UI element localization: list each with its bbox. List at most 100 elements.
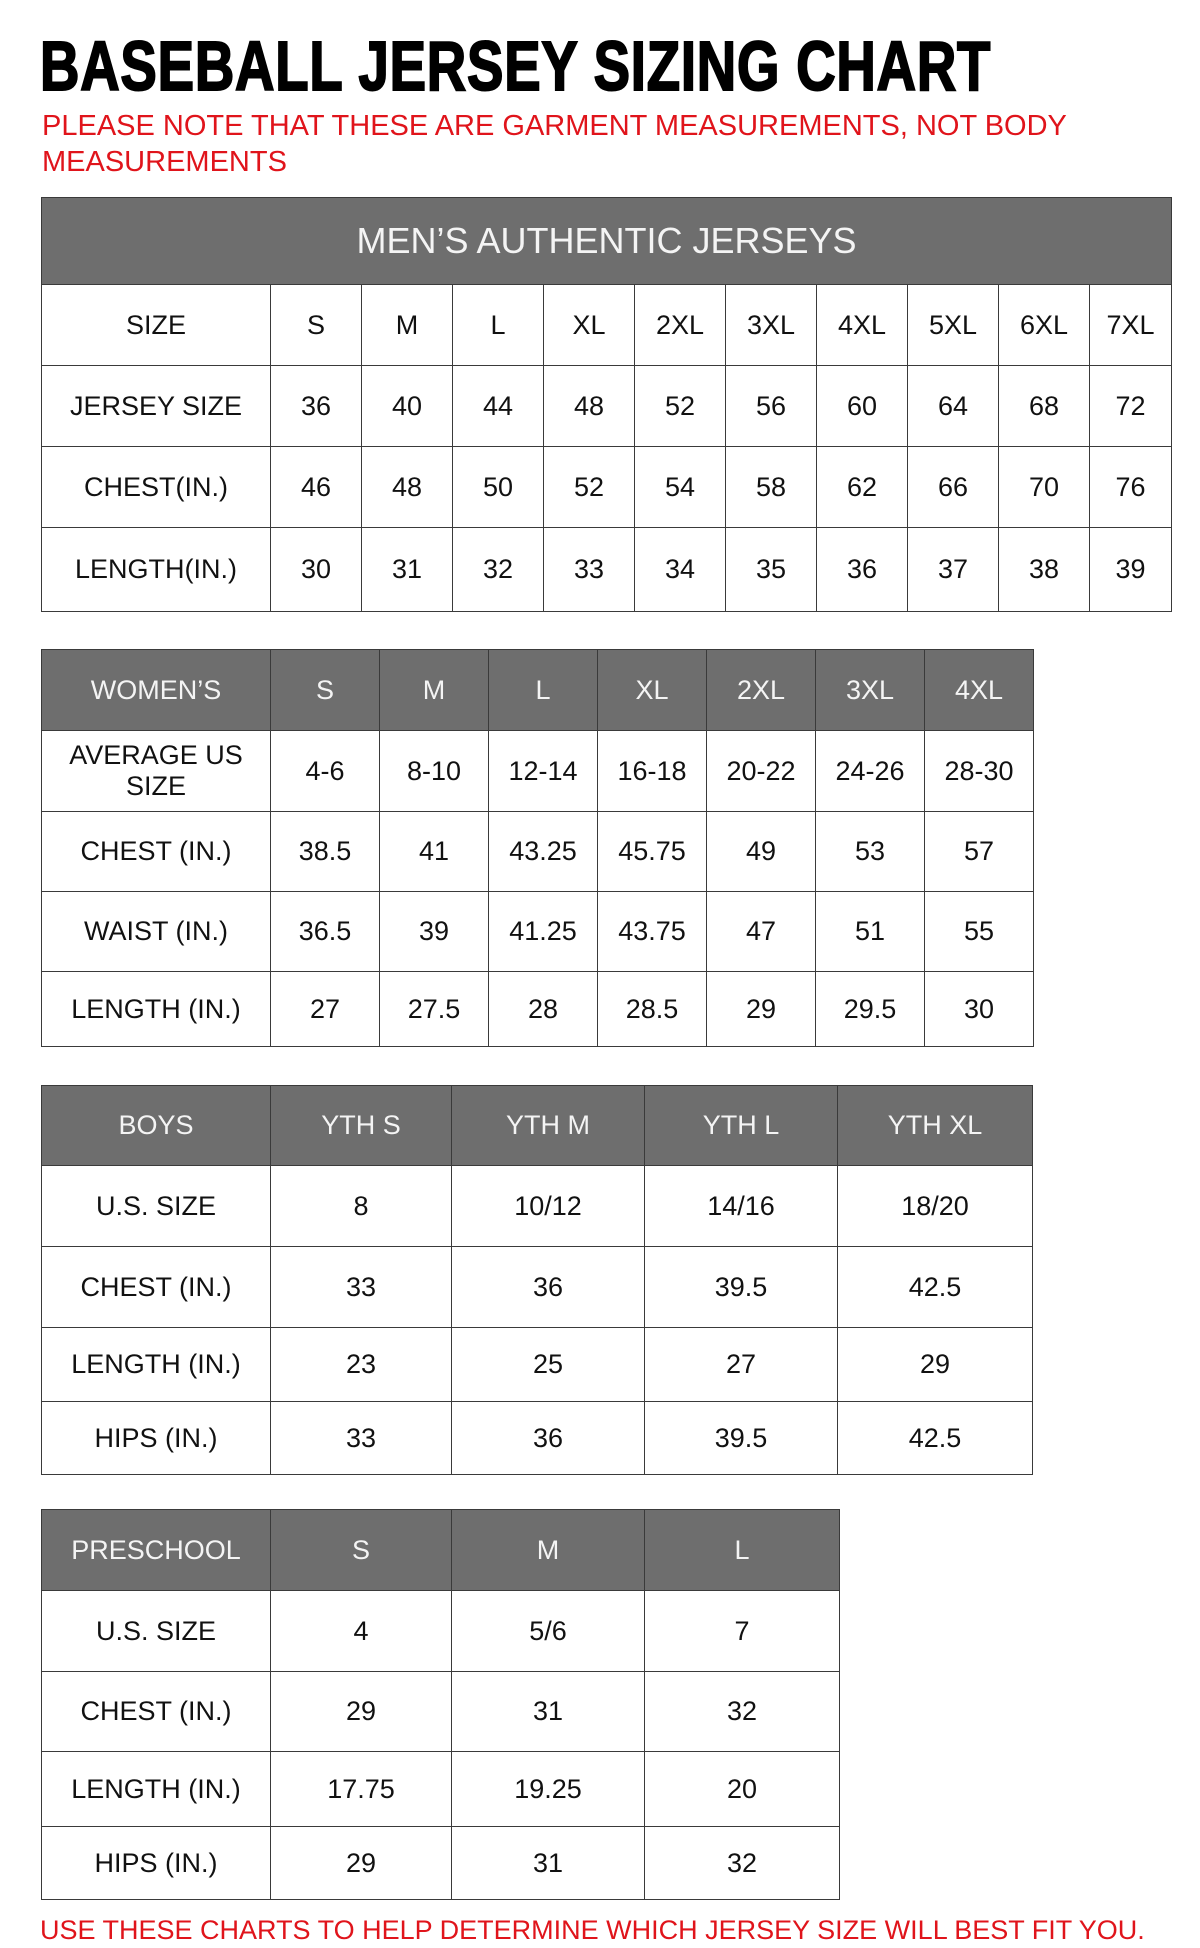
row-label-cell: CHEST (IN.): [41, 811, 271, 892]
size-header-cell: M: [451, 1509, 645, 1591]
value-cell: 58: [725, 446, 817, 528]
row-label-cell: WAIST (IN.): [41, 891, 271, 972]
value-cell: 34: [634, 527, 726, 612]
table-row: HIPS (IN.) 29 31 32: [41, 1826, 840, 1900]
value-cell: 39.5: [644, 1246, 838, 1328]
page-title: BASEBALL JERSEY SIZING CHART: [39, 27, 992, 105]
table-row: LENGTH (IN.) 17.75 19.25 20: [41, 1751, 840, 1827]
mens-table: MEN’S AUTHENTIC JERSEYS SIZE S M L XL 2XL 3XL 4…: [40, 197, 1173, 612]
value-cell: 5/6: [451, 1590, 645, 1672]
value-cell: 64: [907, 365, 999, 447]
size-header-cell: L: [488, 649, 598, 731]
value-cell: 28.5: [597, 971, 707, 1047]
value-cell: 32: [644, 1826, 840, 1900]
footer-note: USE THESE CHARTS TO HELP DETERMINE WHICH…: [40, 1915, 1145, 1945]
garment-note: PLEASE NOTE THAT THESE ARE GARMENT MEASU…: [42, 110, 1067, 178]
men-header-row: SIZE S M L XL 2XL 3XL 4XL 5XL 6XL 7XL: [41, 284, 1173, 366]
size-header-cell: 3XL: [725, 284, 817, 366]
value-cell: 43.75: [597, 891, 707, 972]
value-cell: 53: [815, 811, 925, 892]
value-cell: 48: [543, 365, 635, 447]
value-cell: 51: [815, 891, 925, 972]
header-label-cell: BOYS: [41, 1085, 271, 1166]
value-cell: 33: [543, 527, 635, 612]
size-header-cell: 2XL: [706, 649, 816, 731]
value-cell: 52: [634, 365, 726, 447]
value-cell: 38.5: [270, 811, 380, 892]
value-cell: 23: [270, 1327, 452, 1402]
value-cell: 14/16: [644, 1165, 838, 1247]
womens-table: WOMEN’S S M L XL 2XL 3XL 4XL AVERAGE US SIZE 4-6 8…: [41, 649, 1034, 1047]
table-row: U.S. SIZE 4 5/6 7: [41, 1590, 840, 1672]
size-header-cell: YTH M: [451, 1085, 645, 1166]
size-header-cell: 5XL: [907, 284, 999, 366]
value-cell: 29: [837, 1327, 1033, 1402]
value-cell: 7: [644, 1590, 840, 1672]
size-header-cell: XL: [597, 649, 707, 731]
size-header-cell: 7XL: [1088, 284, 1173, 366]
value-cell: 57: [924, 811, 1034, 892]
table-row: JERSEY SIZE 36 40 44 48 52 56 60 64 68 72: [41, 365, 1173, 447]
value-cell: 45.75: [597, 811, 707, 892]
value-cell: 10/12: [451, 1165, 645, 1247]
row-label-cell: LENGTH (IN.): [41, 1751, 271, 1827]
value-cell: 39.5: [644, 1401, 838, 1475]
value-cell: 40: [361, 365, 453, 447]
preschool-table: PRESCHOOL S M L U.S. SIZE 4 5/6 7 CHEST (IN.) 29 3…: [41, 1509, 840, 1900]
value-cell: 72: [1088, 365, 1173, 447]
preschool-header-row: PRESCHOOL S M L: [41, 1509, 840, 1591]
value-cell: 35: [725, 527, 817, 612]
row-label-cell: LENGTH(IN.): [41, 527, 271, 612]
size-header-cell: M: [361, 284, 453, 366]
value-cell: 62: [816, 446, 908, 528]
boys-header-row: BOYS YTH S YTH M YTH L YTH XL: [41, 1085, 1033, 1166]
table-row: CHEST (IN.) 29 31 32: [41, 1671, 840, 1752]
row-label-cell: LENGTH (IN.): [41, 1327, 271, 1402]
header-label-cell: SIZE: [41, 284, 271, 366]
value-cell: 32: [644, 1671, 840, 1752]
value-cell: 28-30: [924, 730, 1034, 812]
row-label-cell: CHEST (IN.): [41, 1671, 271, 1752]
size-header-cell: YTH XL: [837, 1085, 1033, 1166]
value-cell: 48: [361, 446, 453, 528]
size-header-cell: S: [270, 284, 362, 366]
value-cell: 55: [924, 891, 1034, 972]
value-cell: 29: [270, 1826, 452, 1900]
table-row: LENGTH (IN.) 23 25 27 29: [41, 1327, 1033, 1402]
table-row: CHEST (IN.) 38.5 41 43.25 45.75 49 53 57: [41, 811, 1034, 892]
table-row: CHEST (IN.) 33 36 39.5 42.5: [41, 1246, 1033, 1328]
size-header-cell: S: [270, 1509, 452, 1591]
value-cell: 18/20: [837, 1165, 1033, 1247]
size-header-cell: 2XL: [634, 284, 726, 366]
value-cell: 30: [270, 527, 362, 612]
size-header-cell: 4XL: [816, 284, 908, 366]
value-cell: 39: [379, 891, 489, 972]
value-cell: 43.25: [488, 811, 598, 892]
value-cell: 32: [452, 527, 544, 612]
size-header-cell: L: [452, 284, 544, 366]
value-cell: 52: [543, 446, 635, 528]
value-cell: 24-26: [815, 730, 925, 812]
size-header-cell: L: [644, 1509, 840, 1591]
size-header-cell: 3XL: [815, 649, 925, 731]
value-cell: 29: [270, 1671, 452, 1752]
mens-banner: MEN’S AUTHENTIC JERSEYS: [40, 197, 1173, 285]
value-cell: 30: [924, 971, 1034, 1047]
value-cell: 28: [488, 971, 598, 1047]
table-row: HIPS (IN.) 33 36 39.5 42.5: [41, 1401, 1033, 1475]
table-row: LENGTH(IN.) 30 31 32 33 34 35 36 37 38 39: [41, 527, 1173, 612]
value-cell: 36: [451, 1401, 645, 1475]
value-cell: 56: [725, 365, 817, 447]
value-cell: 4: [270, 1590, 452, 1672]
row-label-cell: U.S. SIZE: [41, 1590, 271, 1672]
women-header-row: WOMEN’S S M L XL 2XL 3XL 4XL: [41, 649, 1034, 731]
size-header-cell: 6XL: [998, 284, 1090, 366]
value-cell: 25: [451, 1327, 645, 1402]
value-cell: 68: [998, 365, 1090, 447]
value-cell: 44: [452, 365, 544, 447]
value-cell: 12-14: [488, 730, 598, 812]
header-label-cell: PRESCHOOL: [41, 1509, 271, 1591]
value-cell: 60: [816, 365, 908, 447]
value-cell: 54: [634, 446, 726, 528]
row-label-cell: CHEST (IN.): [41, 1246, 271, 1328]
